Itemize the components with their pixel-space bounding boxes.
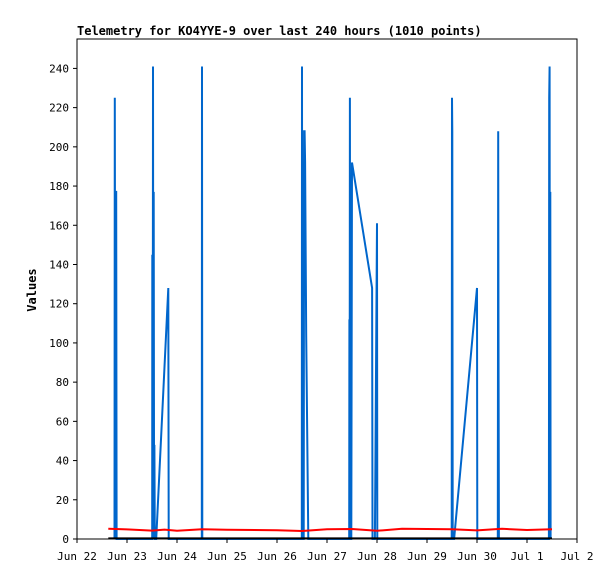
- series-layer: [108, 66, 553, 540]
- x-tick-label: Jun 22: [57, 550, 97, 563]
- x-tick-label: Jun 24: [157, 550, 197, 563]
- y-tick-label: 80: [56, 376, 69, 389]
- y-tick-label: 240: [49, 62, 69, 75]
- x-tick-label: Jun 26: [257, 550, 297, 563]
- y-tick-label: 40: [56, 455, 69, 468]
- y-tick-label: 60: [56, 415, 69, 428]
- y-tick-label: 0: [62, 533, 69, 546]
- x-tick-label: Jun 25: [207, 550, 247, 563]
- y-tick-label: 180: [49, 180, 69, 193]
- y-tick-label: 120: [49, 298, 69, 311]
- y-tick-label: 100: [49, 337, 69, 350]
- x-axis-ticks: Jun 22 Jun 23 Jun 24 Jun 25 Jun 26 Jun 27 Jun …: [57, 539, 594, 563]
- x-tick-label: Jun 29: [407, 550, 447, 563]
- y-tick-label: 20: [56, 494, 69, 507]
- x-tick-label: Jun 27: [307, 550, 347, 563]
- y-tick-label: 140: [49, 258, 69, 271]
- series-line-2: [108, 527, 553, 533]
- x-tick-label: Jun 28: [357, 550, 397, 563]
- x-tick-label: Jun 30: [457, 550, 497, 563]
- chart-title: Telemetry for KO4YYE-9 over last 240 hou…: [77, 24, 482, 38]
- y-axis-ticks: 0 20 40 60 80 100 120 140 160 180 200 220 240: [49, 62, 77, 546]
- y-tick-label: 160: [49, 219, 69, 232]
- x-tick-label: Jul 2: [560, 550, 593, 563]
- y-tick-label: 200: [49, 141, 69, 154]
- y-axis-label: Values: [25, 268, 39, 311]
- series-line-1: [113, 66, 552, 540]
- x-tick-label: Jul 1: [510, 550, 543, 563]
- y-tick-label: 220: [49, 102, 69, 115]
- x-tick-label: Jun 23: [107, 550, 147, 563]
